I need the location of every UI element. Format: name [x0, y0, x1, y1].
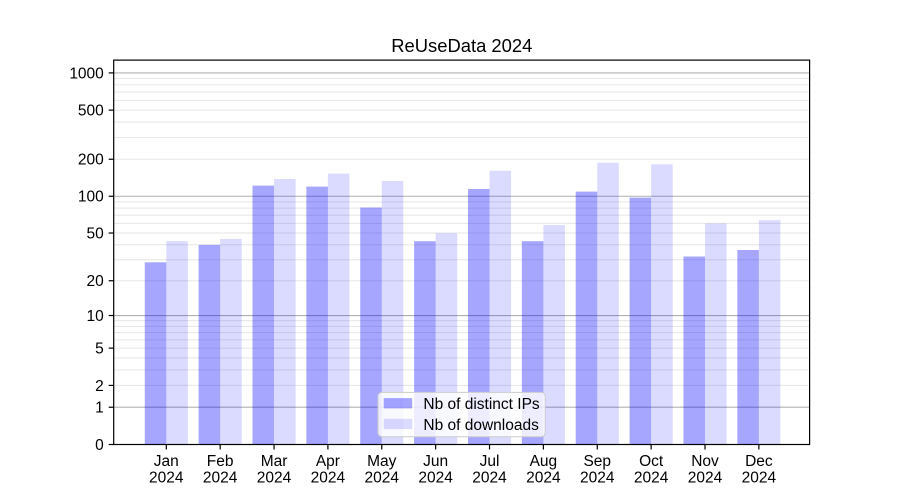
svg-text:2024: 2024 — [580, 470, 615, 487]
svg-text:Aug: Aug — [530, 453, 558, 470]
svg-text:ReUseData 2024: ReUseData 2024 — [391, 35, 532, 56]
svg-text:50: 50 — [87, 225, 105, 242]
svg-text:Jan: Jan — [154, 453, 179, 470]
svg-text:Oct: Oct — [639, 453, 664, 470]
svg-text:2: 2 — [95, 378, 104, 395]
svg-text:100: 100 — [78, 189, 104, 206]
svg-text:Nb of downloads: Nb of downloads — [423, 417, 539, 434]
svg-text:2024: 2024 — [149, 470, 184, 487]
svg-text:1: 1 — [95, 400, 104, 417]
svg-text:2024: 2024 — [203, 470, 238, 487]
svg-text:2024: 2024 — [365, 470, 400, 487]
svg-text:Jun: Jun — [423, 453, 448, 470]
svg-text:Nb of distinct IPs: Nb of distinct IPs — [423, 396, 540, 413]
svg-text:Dec: Dec — [745, 453, 773, 470]
svg-text:2024: 2024 — [418, 470, 453, 487]
svg-text:2024: 2024 — [634, 470, 669, 487]
svg-text:Mar: Mar — [261, 453, 288, 470]
svg-text:Apr: Apr — [316, 453, 340, 470]
svg-text:20: 20 — [87, 273, 105, 290]
svg-text:2024: 2024 — [257, 470, 292, 487]
svg-text:1000: 1000 — [69, 65, 104, 82]
svg-text:500: 500 — [78, 103, 104, 120]
svg-text:2024: 2024 — [526, 470, 561, 487]
svg-text:10: 10 — [87, 308, 105, 325]
svg-text:0: 0 — [95, 437, 104, 454]
svg-text:2024: 2024 — [742, 470, 777, 487]
svg-text:Feb: Feb — [207, 453, 234, 470]
svg-text:Jul: Jul — [480, 453, 500, 470]
svg-text:2024: 2024 — [688, 470, 723, 487]
svg-text:Nov: Nov — [691, 453, 719, 470]
svg-text:200: 200 — [78, 152, 104, 169]
svg-text:May: May — [367, 453, 397, 470]
svg-text:5: 5 — [95, 341, 104, 358]
svg-text:2024: 2024 — [472, 470, 507, 487]
svg-text:2024: 2024 — [311, 470, 346, 487]
svg-text:Sep: Sep — [583, 453, 611, 470]
